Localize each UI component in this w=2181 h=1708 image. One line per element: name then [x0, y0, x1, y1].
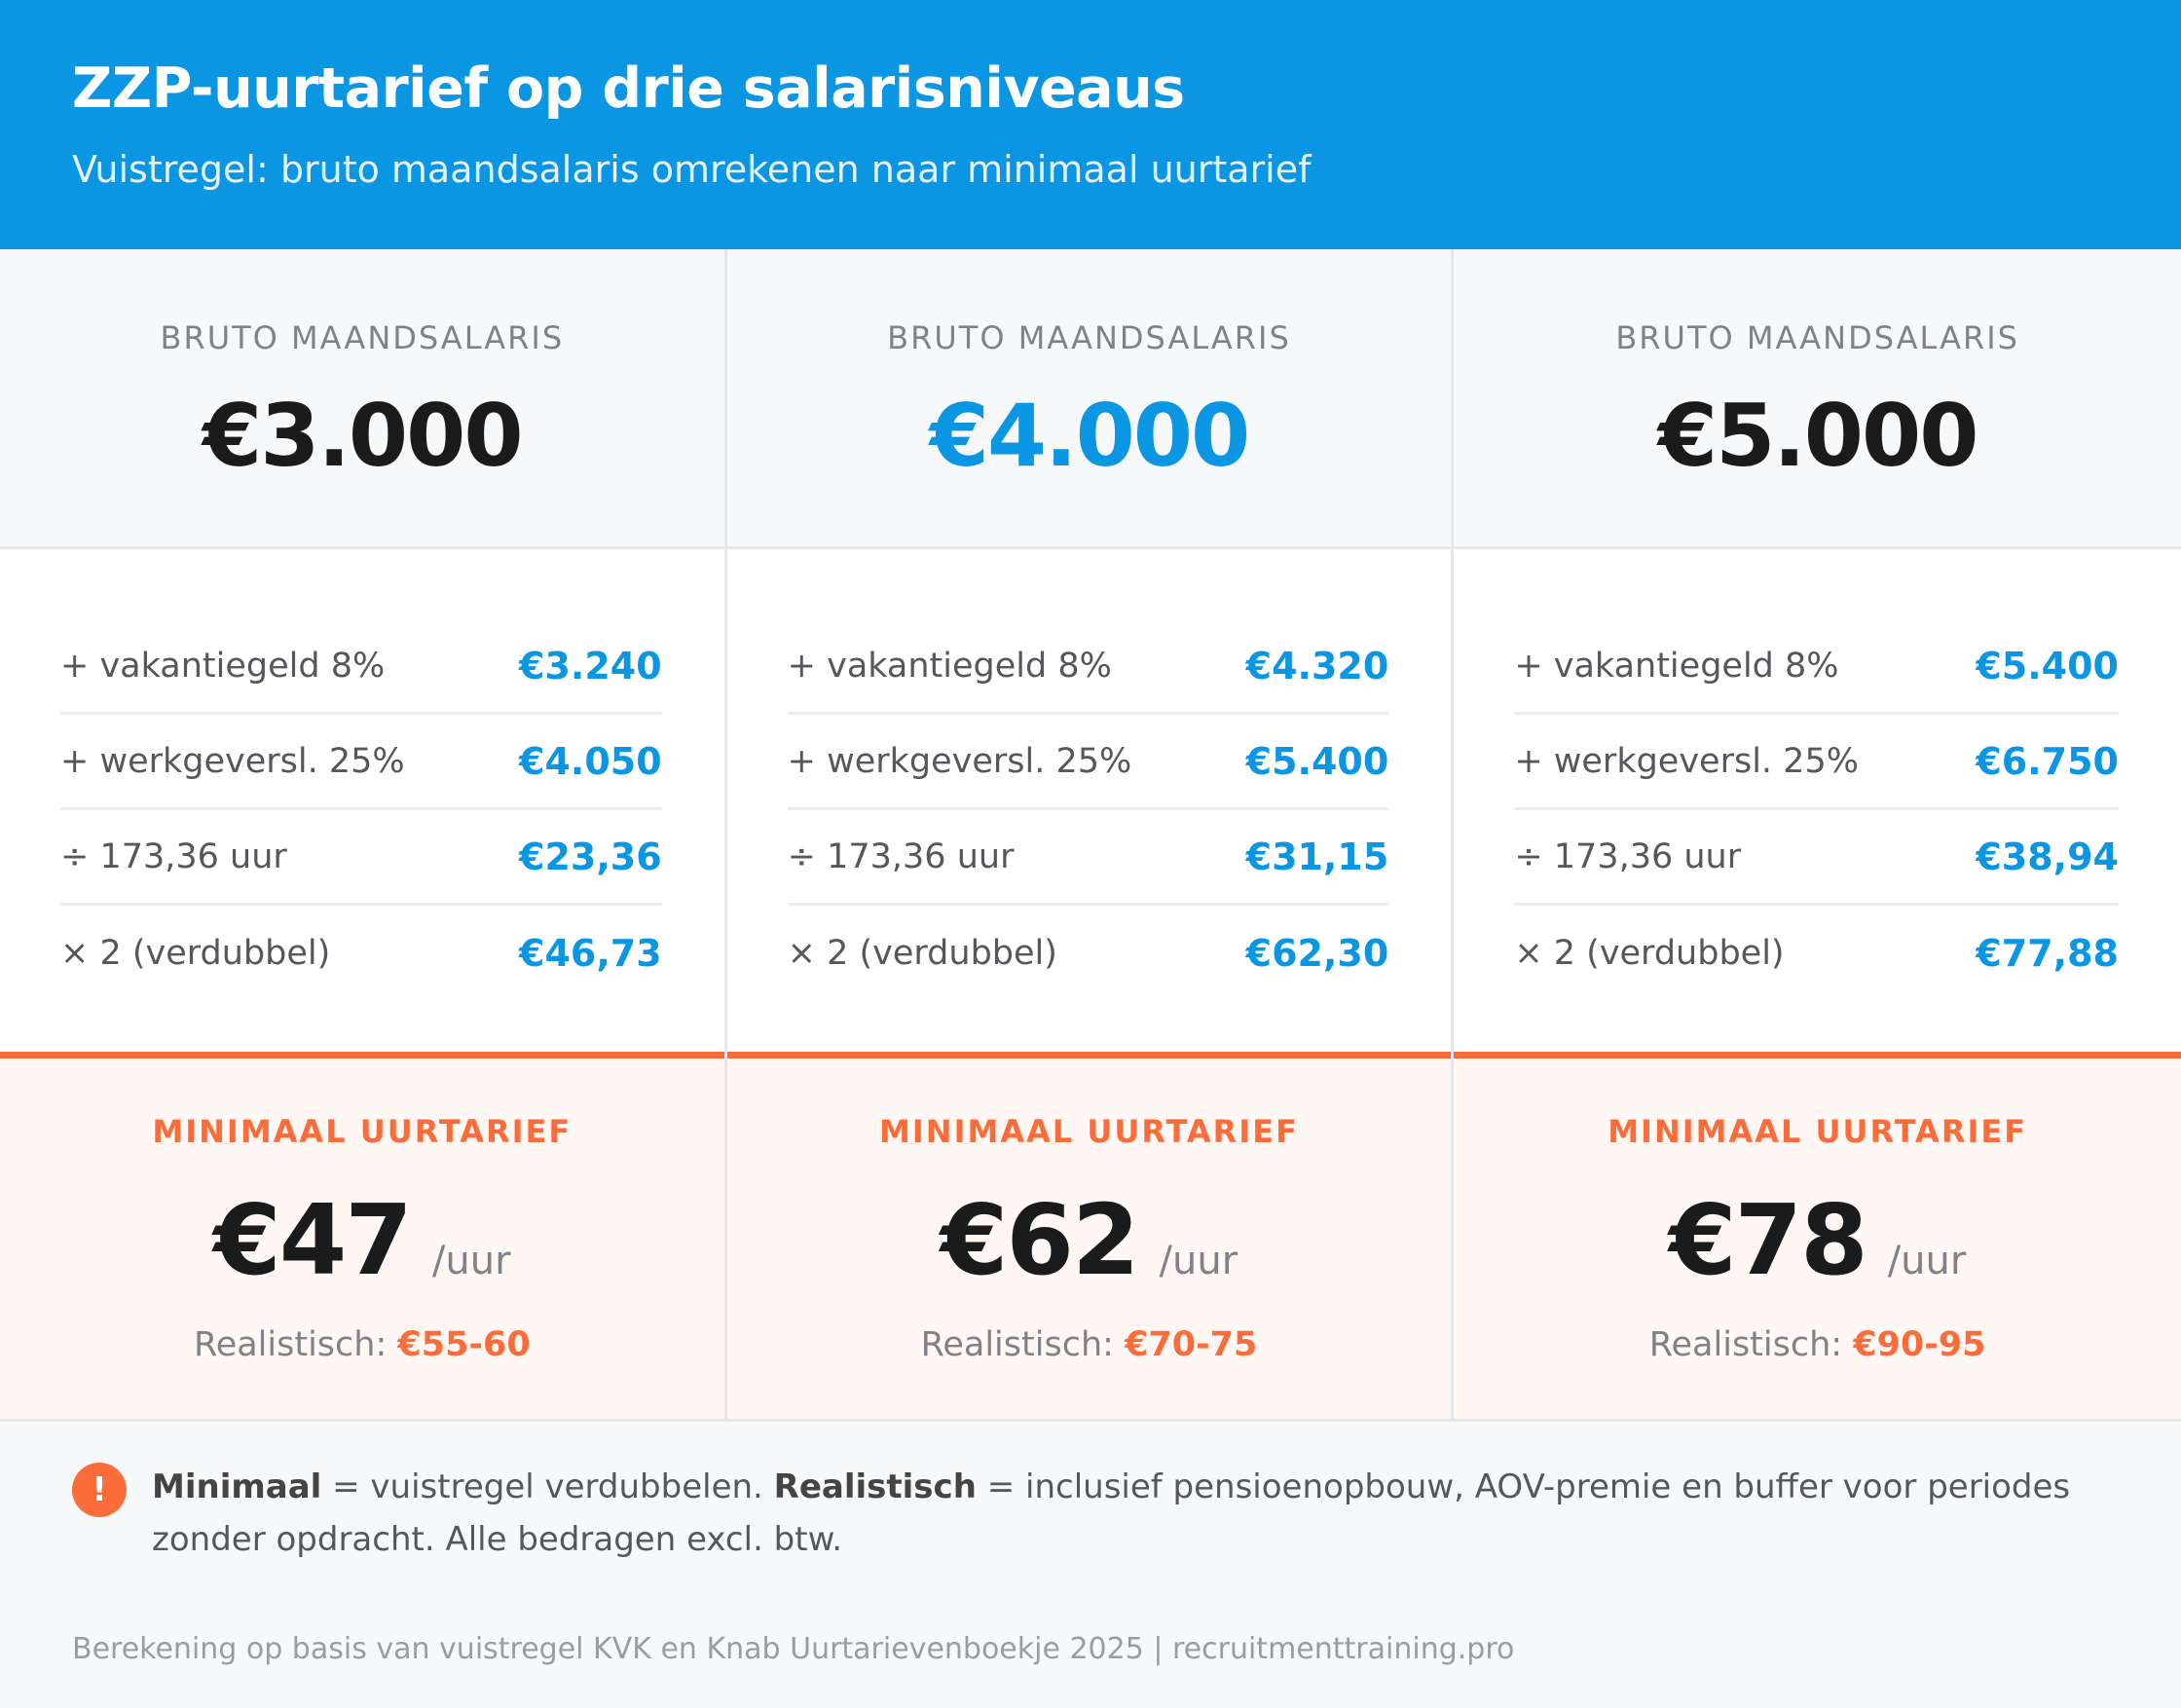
calculation-row: × 2 (verdubbel) €62,30 — [788, 906, 1389, 1001]
note-text-1: = vuistregel verdubbelen. — [321, 1467, 774, 1506]
calculation-panel: + vakantiegeld 8% €5.400 + werkgeversl. … — [1454, 549, 2181, 1054]
realistic-label: Realistisch: — [193, 1325, 388, 1364]
explanation-note: ! Minimaal = vuistregel verdubbelen. Rea… — [72, 1461, 2126, 1566]
hourly-rate-unit: /uur — [431, 1239, 511, 1283]
source-footer: Berekening op basis van vuistregel KVK e… — [72, 1632, 1515, 1666]
calculation-row: × 2 (verdubbel) €77,88 — [1514, 906, 2119, 1001]
rate-panel: MINIMAAL UURTARIEF €47/uur Realistisch: … — [0, 1052, 724, 1422]
realistic-rate: Realistisch: €90-95 — [1454, 1325, 2181, 1364]
calculation-row: + vakantiegeld 8% €4.320 — [787, 619, 1389, 715]
calculation-list: + vakantiegeld 8% €4.320 + werkgeversl. … — [787, 619, 1389, 1001]
note-text-2: = inclusief pensioenopbouw, AOV-premie e… — [152, 1467, 2071, 1559]
minimum-rate-label: MINIMAAL UURTARIEF — [879, 1113, 1299, 1150]
hourly-rate: €47/uur — [0, 1183, 724, 1297]
hourly-rate-value: €47 — [213, 1183, 413, 1297]
realistic-label: Realistisch: — [1648, 1325, 1843, 1364]
salary-column-5000: BRUTO MAANDSALARIS €5.000 + vakantiegeld… — [1454, 249, 2181, 1422]
salary-label: BRUTO MAANDSALARIS — [160, 319, 565, 356]
salary-amount: €4.000 — [929, 386, 1251, 486]
salary-panel: BRUTO MAANDSALARIS €4.000 — [726, 249, 1452, 549]
page-title: ZZP-uurtarief op drie salarisniveaus — [72, 56, 1185, 121]
minimum-rate-label: MINIMAAL UURTARIEF — [152, 1113, 573, 1150]
calculation-step: + werkgeversl. 25% — [1514, 741, 1859, 781]
minimum-rate-label: MINIMAAL UURTARIEF — [1608, 1113, 2028, 1150]
note-text: Minimaal = vuistregel verdubbelen. Reali… — [152, 1461, 2126, 1566]
calculation-step: ÷ 173,36 uur — [60, 836, 287, 876]
page-subtitle: Vuistregel: bruto maandsalaris omrekenen… — [72, 148, 1312, 191]
calculation-step: × 2 (verdubbel) — [1514, 934, 1785, 973]
realistic-rate: Realistisch: €55-60 — [0, 1325, 724, 1364]
salary-panel: BRUTO MAANDSALARIS €3.000 — [0, 249, 724, 549]
calculation-panel: + vakantiegeld 8% €3.240 + werkgeversl. … — [0, 549, 724, 1054]
calculation-list: + vakantiegeld 8% €5.400 + werkgeversl. … — [1514, 619, 2119, 1001]
hourly-rate-unit: /uur — [1887, 1239, 1967, 1283]
header: ZZP-uurtarief op drie salarisniveaus Vui… — [0, 0, 2181, 249]
hourly-rate: €78/uur — [1454, 1183, 2181, 1297]
calculation-row: + werkgeversl. 25% €4.050 — [60, 715, 662, 810]
calculation-value: €23,36 — [519, 835, 662, 878]
calculation-row: + vakantiegeld 8% €5.400 — [1514, 619, 2119, 715]
calculation-value: €6.750 — [1976, 739, 2119, 783]
calculation-value: €4.320 — [1245, 644, 1389, 687]
calculation-value: €5.400 — [1245, 739, 1389, 783]
salary-columns: BRUTO MAANDSALARIS €3.000 + vakantiegeld… — [0, 249, 2181, 1422]
calculation-step: + werkgeversl. 25% — [60, 741, 405, 781]
calculation-value: €46,73 — [519, 932, 662, 975]
realistic-value: €70-75 — [1125, 1325, 1258, 1364]
calculation-value: €62,30 — [1245, 932, 1389, 975]
calculation-step: × 2 (verdubbel) — [60, 934, 331, 973]
calculation-value: €31,15 — [1245, 835, 1389, 878]
salary-column-3000: BRUTO MAANDSALARIS €3.000 + vakantiegeld… — [0, 249, 727, 1422]
realistic-value: €55-60 — [397, 1325, 531, 1364]
calculation-row: ÷ 173,36 uur €23,36 — [60, 810, 662, 906]
calculation-step: × 2 (verdubbel) — [787, 934, 1057, 973]
exclamation-icon: ! — [72, 1463, 127, 1517]
salary-amount: €3.000 — [203, 386, 524, 486]
realistic-value: €90-95 — [1853, 1325, 1986, 1364]
calculation-step: ÷ 173,36 uur — [1514, 836, 1742, 876]
calculation-row: × 2 (verdubbel) €46,73 — [60, 906, 662, 1001]
hourly-rate-value: €78 — [1668, 1183, 1868, 1297]
rate-panel: MINIMAAL UURTARIEF €62/uur Realistisch: … — [726, 1052, 1452, 1422]
calculation-list: + vakantiegeld 8% €3.240 + werkgeversl. … — [60, 619, 662, 1001]
note-term-minimaal: Minimaal — [152, 1467, 322, 1506]
calculation-row: ÷ 173,36 uur €38,94 — [1514, 810, 2119, 906]
calculation-step: ÷ 173,36 uur — [787, 836, 1015, 876]
calculation-row: + werkgeversl. 25% €5.400 — [787, 715, 1389, 810]
hourly-rate: €62/uur — [727, 1183, 1452, 1297]
calculation-value: €3.240 — [519, 644, 662, 687]
calculation-row: ÷ 173,36 uur €31,15 — [787, 810, 1389, 906]
calculation-row: + werkgeversl. 25% €6.750 — [1514, 715, 2119, 810]
salary-panel: BRUTO MAANDSALARIS €5.000 — [1454, 249, 2181, 549]
calculation-row: + vakantiegeld 8% €3.240 — [60, 619, 662, 715]
calculation-step: + vakantiegeld 8% — [787, 646, 1112, 686]
note-term-realistisch: Realistisch — [773, 1467, 977, 1506]
salary-label: BRUTO MAANDSALARIS — [1615, 319, 2019, 356]
salary-column-4000: BRUTO MAANDSALARIS €4.000 + vakantiegeld… — [726, 249, 1455, 1422]
calculation-step: + werkgeversl. 25% — [787, 741, 1132, 781]
rate-panel: MINIMAAL UURTARIEF €78/uur Realistisch: … — [1454, 1052, 2181, 1422]
hourly-rate-value: €62 — [940, 1183, 1140, 1297]
calculation-step: + vakantiegeld 8% — [60, 646, 386, 686]
calculation-value: €5.400 — [1976, 644, 2119, 687]
calculation-step: + vakantiegeld 8% — [1514, 646, 1839, 686]
realistic-rate: Realistisch: €70-75 — [727, 1325, 1452, 1364]
calculation-panel: + vakantiegeld 8% €4.320 + werkgeversl. … — [726, 549, 1452, 1054]
calculation-value: €38,94 — [1976, 835, 2119, 878]
salary-label: BRUTO MAANDSALARIS — [887, 319, 1291, 356]
salary-amount: €5.000 — [1657, 386, 1979, 486]
hourly-rate-unit: /uur — [1159, 1239, 1238, 1283]
calculation-value: €4.050 — [519, 739, 662, 783]
realistic-label: Realistisch: — [920, 1325, 1114, 1364]
calculation-value: €77,88 — [1976, 932, 2119, 975]
